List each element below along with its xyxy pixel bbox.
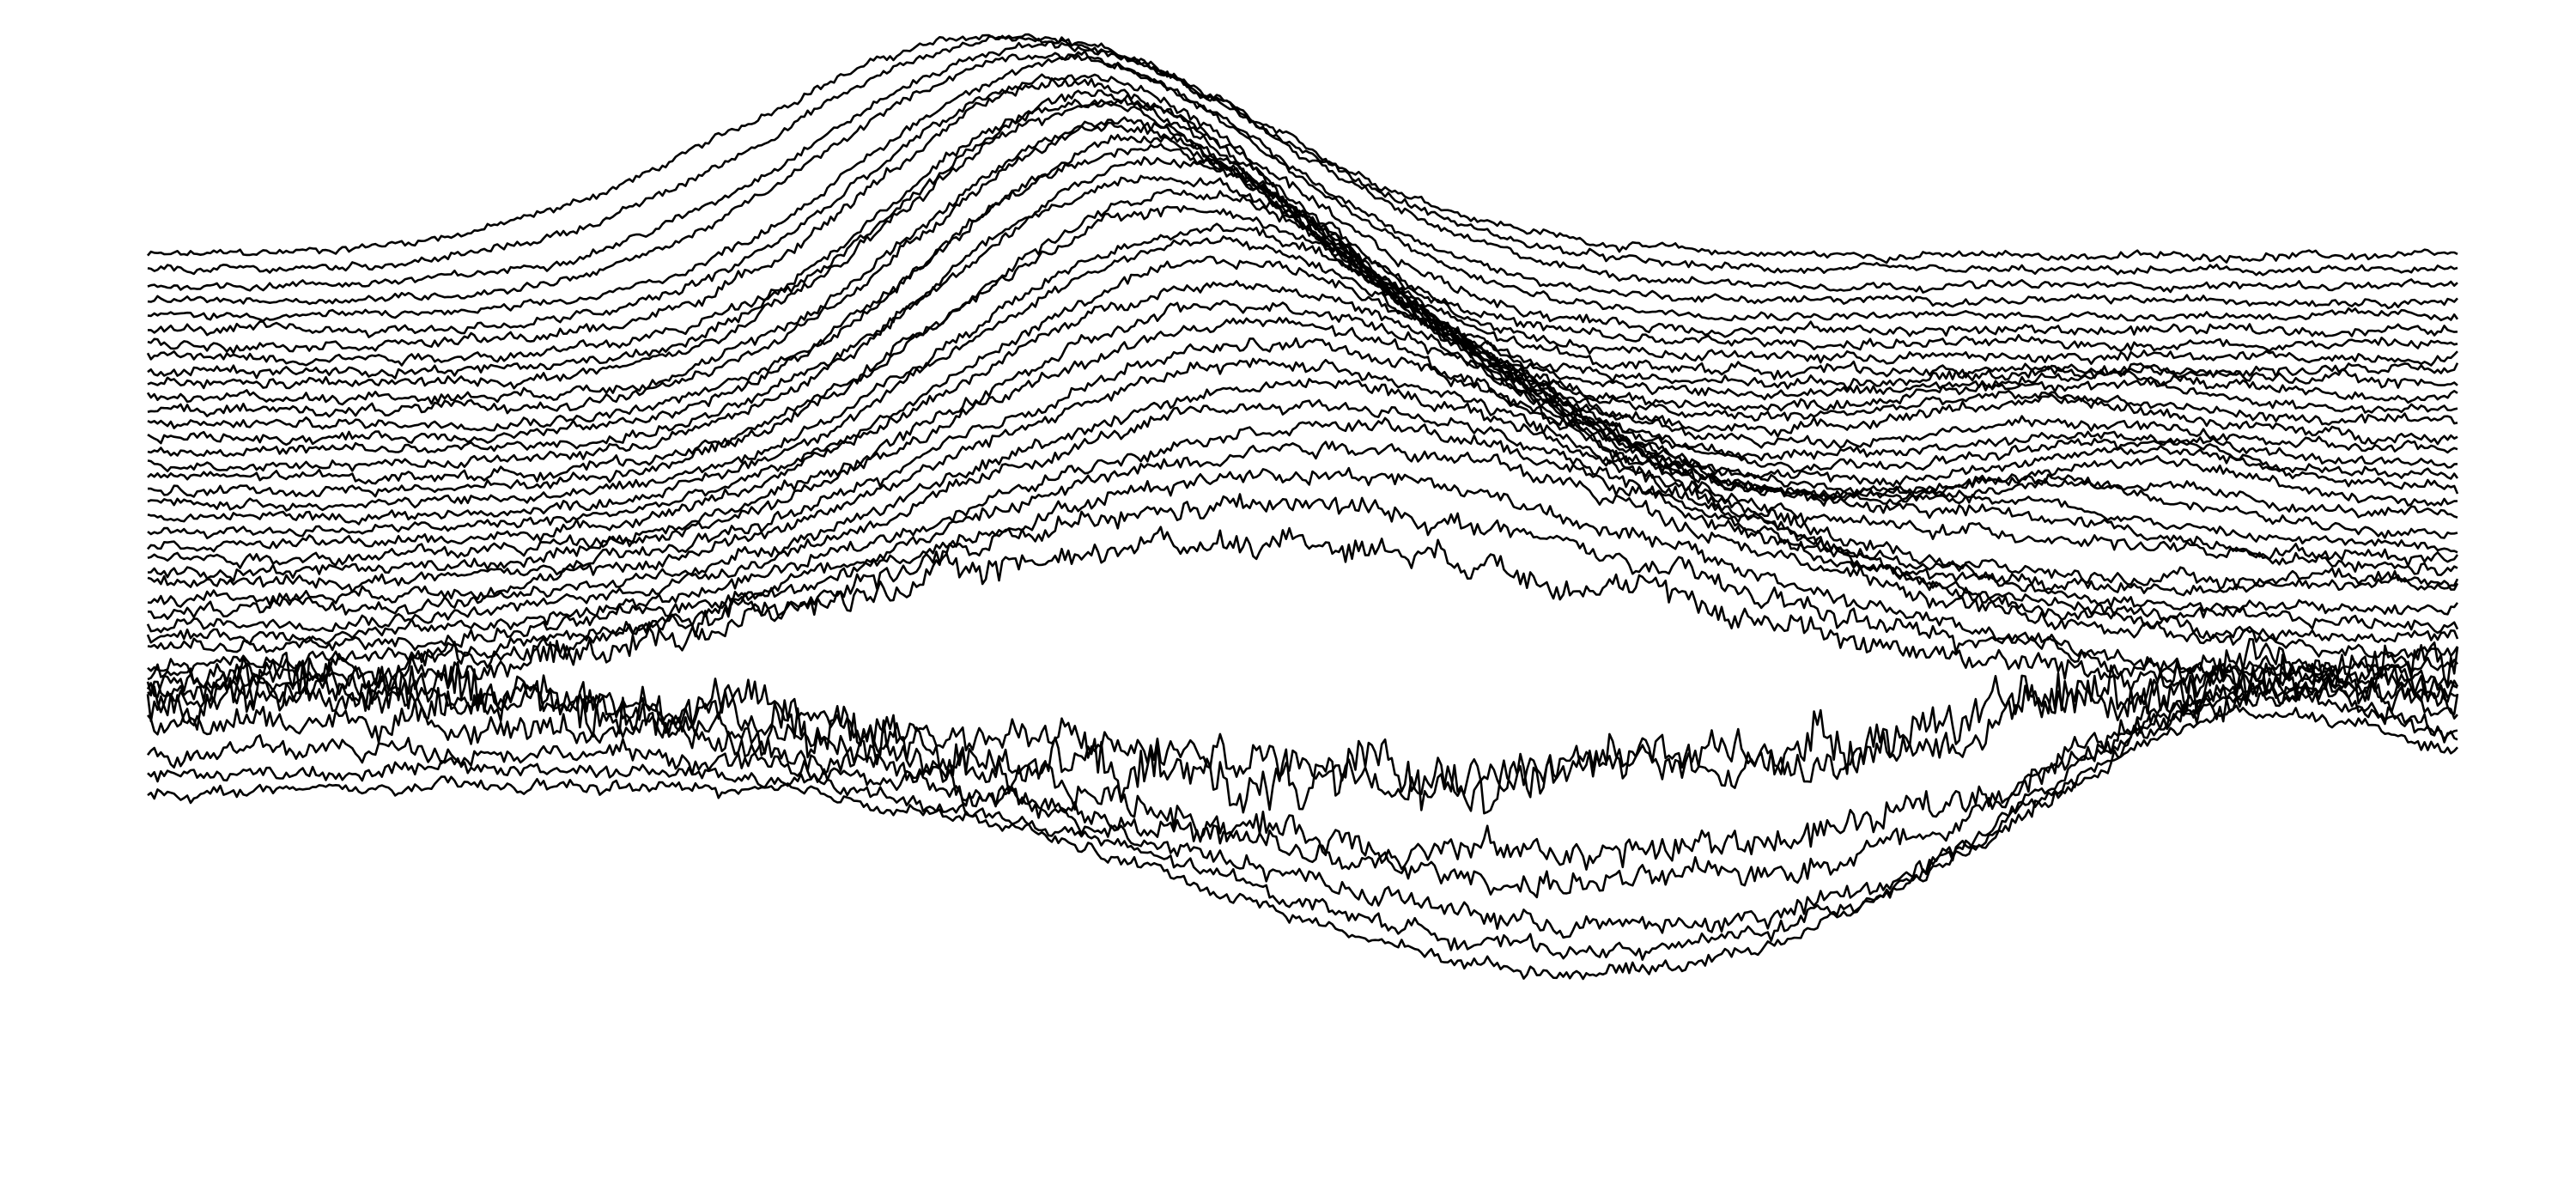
series-line-38	[146, 678, 2458, 939]
series-line-15	[147, 155, 2458, 458]
series-line-35	[146, 637, 2459, 801]
series-line-2	[147, 34, 2458, 276]
series-line-20	[147, 235, 2458, 526]
series-line-16	[147, 174, 2458, 473]
series-line-30	[147, 441, 2459, 659]
series-line-17	[147, 188, 2459, 485]
series-line-21	[147, 255, 2458, 540]
series-line-31	[147, 466, 2459, 680]
series-line-27	[147, 378, 2459, 621]
series-line-37	[146, 674, 2458, 899]
series-line-18	[148, 204, 2459, 498]
series-line-33	[146, 526, 2458, 708]
series-line-6	[148, 73, 2458, 338]
series-layer	[146, 33, 2459, 981]
series-line-24	[147, 316, 2458, 582]
series-line-13	[147, 133, 2458, 432]
series-line-26	[147, 357, 2459, 608]
series-line-25	[147, 337, 2459, 593]
series-line-19	[147, 222, 2458, 512]
series-line-4	[147, 50, 2458, 310]
series-line-8	[146, 89, 2458, 367]
series-line-36	[147, 670, 2459, 871]
series-line-23	[147, 300, 2459, 569]
series-line-39	[147, 690, 2458, 961]
series-line-14	[147, 143, 2458, 447]
series-line-1	[147, 33, 2458, 264]
series-line-40	[147, 704, 2458, 981]
series-line-22	[147, 280, 2458, 554]
series-line-3	[147, 40, 2458, 294]
series-line-28	[146, 398, 2459, 635]
series-line-5	[147, 53, 2459, 323]
series-line-29	[146, 416, 2459, 645]
